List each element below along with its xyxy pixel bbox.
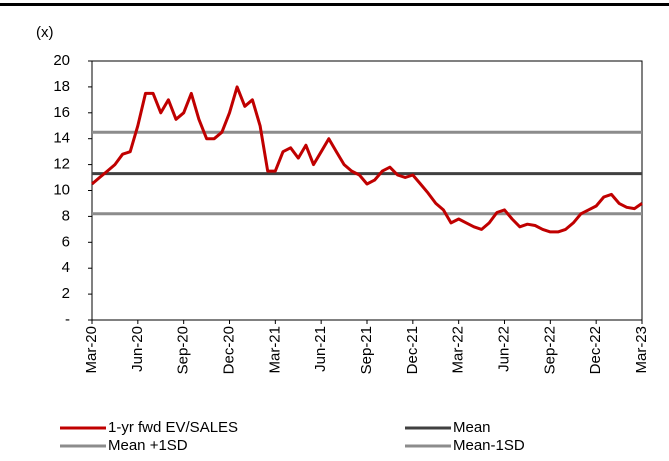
- legend-label: Mean: [453, 419, 491, 436]
- plot-area: [91, 60, 643, 321]
- y-tick-label: 4: [62, 259, 70, 276]
- y-tick-label: 16: [53, 104, 70, 121]
- x-tick-label: Mar-22: [450, 326, 467, 374]
- top-rule: [0, 3, 669, 6]
- y-tick-label: 6: [62, 233, 70, 250]
- x-tick-label: Dec-20: [220, 326, 237, 374]
- x-tick-label: Jun-20: [129, 326, 146, 372]
- y-tick-label: 2: [62, 285, 70, 302]
- legend-label: Mean +1SD: [108, 437, 188, 454]
- y-tick-label: 12: [53, 156, 70, 173]
- legend-label: Mean-1SD: [453, 437, 525, 454]
- y-tick-label: 20: [53, 52, 70, 69]
- y-axis-label: (x): [36, 24, 54, 41]
- x-tick-label: Dec-22: [587, 326, 604, 374]
- y-tick-label: 14: [53, 130, 70, 147]
- x-tick-label: Mar-21: [266, 326, 283, 374]
- y-tick-label: 10: [53, 181, 70, 198]
- x-tick-label: Jun-22: [495, 326, 512, 372]
- x-tick-label: Mar-23: [633, 326, 650, 374]
- y-tick-label: 18: [53, 78, 70, 95]
- y-tick-label: 8: [62, 207, 70, 224]
- x-tick-label: Mar-20: [83, 326, 100, 374]
- x-tick-label: Sep-20: [175, 326, 192, 374]
- x-tick-label: Jun-21: [312, 326, 329, 372]
- y-tick-label: -: [65, 311, 70, 328]
- legend-label: 1-yr fwd EV/SALES: [108, 419, 238, 436]
- series-line: [91, 85, 643, 234]
- x-tick-label: Sep-21: [358, 326, 375, 374]
- x-tick-label: Sep-22: [541, 326, 558, 374]
- x-tick-label: Dec-21: [404, 326, 421, 374]
